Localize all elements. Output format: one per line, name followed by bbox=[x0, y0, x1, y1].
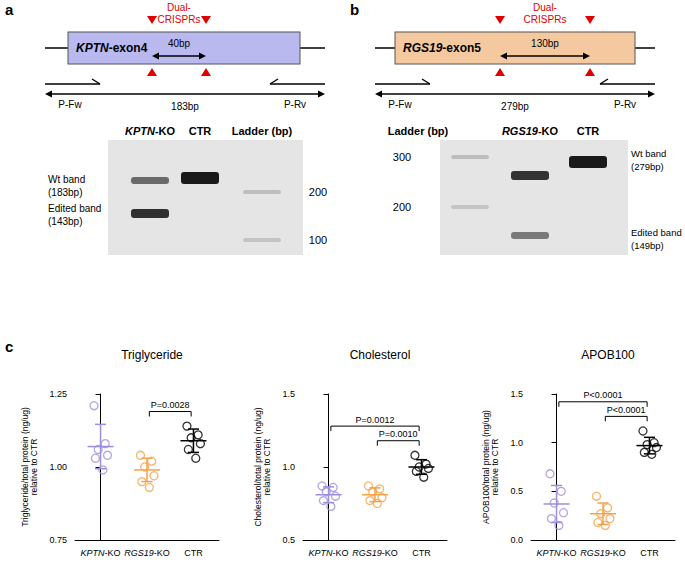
svg-text:CTR: CTR bbox=[184, 548, 203, 558]
svg-text:0.0: 0.0 bbox=[510, 535, 523, 545]
svg-text:1.0: 1.0 bbox=[510, 438, 523, 448]
svg-text:P-Rv: P-Rv bbox=[614, 99, 636, 110]
svg-text:100: 100 bbox=[309, 234, 327, 246]
svg-text:(183bp): (183bp) bbox=[48, 187, 82, 198]
svg-text:APOB100: APOB100 bbox=[581, 348, 635, 362]
svg-text:-KO: -KO bbox=[382, 548, 398, 558]
svg-text:1.5: 1.5 bbox=[510, 389, 523, 399]
svg-text:-KO: -KO bbox=[333, 548, 349, 558]
svg-text:Cholesterol: Cholesterol bbox=[350, 348, 411, 362]
svg-text:0.5: 0.5 bbox=[510, 486, 523, 496]
svg-text:1.0: 1.0 bbox=[282, 462, 295, 472]
svg-text:300: 300 bbox=[393, 151, 411, 163]
svg-text:P-Rv: P-Rv bbox=[284, 99, 306, 110]
svg-text:Triglyceride/total protein (ng: Triglyceride/total protein (ng/ug) bbox=[20, 407, 31, 527]
svg-text:183bp: 183bp bbox=[171, 101, 199, 112]
svg-text:CRISPRs: CRISPRs bbox=[524, 14, 567, 25]
svg-text:P<0.0001: P<0.0001 bbox=[607, 405, 646, 415]
svg-text:P-Fw: P-Fw bbox=[58, 99, 82, 110]
svg-text:KPTN: KPTN bbox=[81, 548, 106, 558]
svg-text:Ladder (bp): Ladder (bp) bbox=[388, 125, 449, 137]
svg-text:KPTN: KPTN bbox=[309, 548, 334, 558]
svg-text:(143bp): (143bp) bbox=[48, 216, 82, 227]
svg-text:-KO: -KO bbox=[105, 548, 121, 558]
svg-text:P=0.0010: P=0.0010 bbox=[379, 429, 418, 439]
svg-text:130bp: 130bp bbox=[531, 38, 559, 49]
svg-text:1.00: 1.00 bbox=[49, 462, 67, 472]
svg-text:KPTN: KPTN bbox=[537, 548, 562, 558]
svg-text:1.5: 1.5 bbox=[282, 389, 295, 399]
svg-text:RGS19: RGS19 bbox=[124, 548, 154, 558]
svg-text:-KO: -KO bbox=[154, 548, 170, 558]
svg-text:RGS19: RGS19 bbox=[352, 548, 382, 558]
svg-text:Wt band: Wt band bbox=[631, 148, 666, 159]
svg-text:b: b bbox=[350, 1, 359, 18]
svg-text:RGS19-exon5: RGS19-exon5 bbox=[403, 41, 481, 55]
svg-text:P-Fw: P-Fw bbox=[388, 99, 412, 110]
svg-text:CTR: CTR bbox=[412, 548, 431, 558]
svg-text:P=0.0012: P=0.0012 bbox=[356, 415, 395, 425]
svg-text:-KO: -KO bbox=[610, 548, 626, 558]
svg-text:CTR: CTR bbox=[189, 125, 212, 137]
svg-text:Cholesterol/total protein (ng/: Cholesterol/total protein (ng/ug) bbox=[253, 407, 264, 527]
svg-text:APOB100/total protein (ng/ug): APOB100/total protein (ng/ug) bbox=[481, 410, 492, 524]
svg-text:RGS19-KO: RGS19-KO bbox=[502, 125, 559, 137]
svg-text:relative to CTR: relative to CTR bbox=[262, 439, 272, 496]
svg-text:Ladder (bp): Ladder (bp) bbox=[232, 125, 293, 137]
svg-text:Dual-: Dual- bbox=[167, 2, 191, 13]
svg-text:0.5: 0.5 bbox=[282, 535, 295, 545]
svg-text:a: a bbox=[5, 1, 14, 18]
svg-text:Wt band: Wt band bbox=[48, 174, 85, 185]
svg-text:CTR: CTR bbox=[640, 548, 659, 558]
svg-text:200: 200 bbox=[309, 186, 327, 198]
svg-text:CRISPRs: CRISPRs bbox=[158, 14, 201, 25]
svg-text:RGS19: RGS19 bbox=[580, 548, 610, 558]
svg-text:1.25: 1.25 bbox=[49, 389, 67, 399]
svg-text:40bp: 40bp bbox=[168, 38, 191, 49]
svg-text:Triglyceride: Triglyceride bbox=[121, 348, 183, 362]
svg-text:KPTN-KO: KPTN-KO bbox=[125, 125, 176, 137]
svg-text:Edited band: Edited band bbox=[631, 227, 682, 238]
svg-text:KPTN-exon4: KPTN-exon4 bbox=[76, 41, 148, 55]
svg-text:200: 200 bbox=[393, 201, 411, 213]
svg-text:(279bp): (279bp) bbox=[631, 161, 664, 172]
svg-text:relative to CTR: relative to CTR bbox=[29, 439, 39, 496]
svg-text:P=0.0028: P=0.0028 bbox=[151, 400, 190, 410]
svg-text:(149bp): (149bp) bbox=[631, 240, 664, 251]
svg-text:279bp: 279bp bbox=[501, 101, 529, 112]
svg-text:Edited band: Edited band bbox=[48, 203, 101, 214]
svg-text:P<0.0001: P<0.0001 bbox=[584, 390, 623, 400]
svg-text:-KO: -KO bbox=[561, 548, 577, 558]
svg-text:CTR: CTR bbox=[577, 125, 600, 137]
svg-text:Dual-: Dual- bbox=[533, 2, 557, 13]
svg-text:c: c bbox=[5, 338, 13, 355]
svg-text:relative to CTR: relative to CTR bbox=[490, 439, 500, 496]
svg-text:0.75: 0.75 bbox=[49, 535, 67, 545]
